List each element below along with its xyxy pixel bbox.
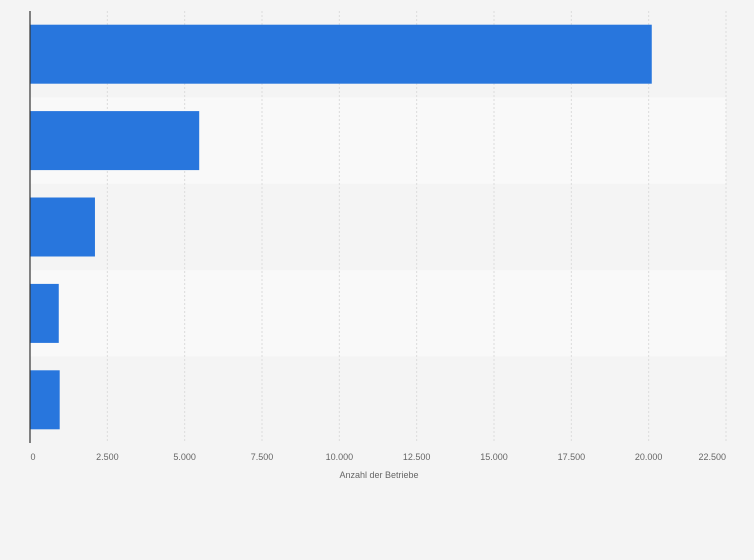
bar[interactable] — [30, 111, 200, 171]
x-tick-label: 22.500 — [698, 452, 726, 462]
x-tick-label: 15.000 — [480, 452, 508, 462]
bar[interactable] — [30, 370, 60, 430]
bars — [30, 24, 652, 430]
bar[interactable] — [30, 283, 59, 343]
x-tick-label: 20.000 — [635, 452, 663, 462]
x-tick-label: 12.500 — [403, 452, 431, 462]
x-tick-label: 5.000 — [173, 452, 196, 462]
bar[interactable] — [30, 24, 652, 84]
x-tick-label: 7.500 — [251, 452, 274, 462]
x-tick-label: 0 — [30, 452, 35, 462]
x-tick-label: 2.500 — [96, 452, 119, 462]
row-band — [30, 183, 726, 271]
x-tick-label: 10.000 — [326, 452, 354, 462]
bar[interactable] — [30, 197, 95, 257]
x-axis-label: Anzahl der Betriebe — [339, 470, 418, 480]
row-band — [30, 270, 726, 357]
x-tick-labels: 0 2.500 5.000 7.500 10.000 12.500 15.000 17.500… — [30, 452, 726, 462]
row-band — [30, 356, 726, 443]
row-bands — [30, 11, 726, 443]
x-tick-label: 17.500 — [558, 452, 586, 462]
